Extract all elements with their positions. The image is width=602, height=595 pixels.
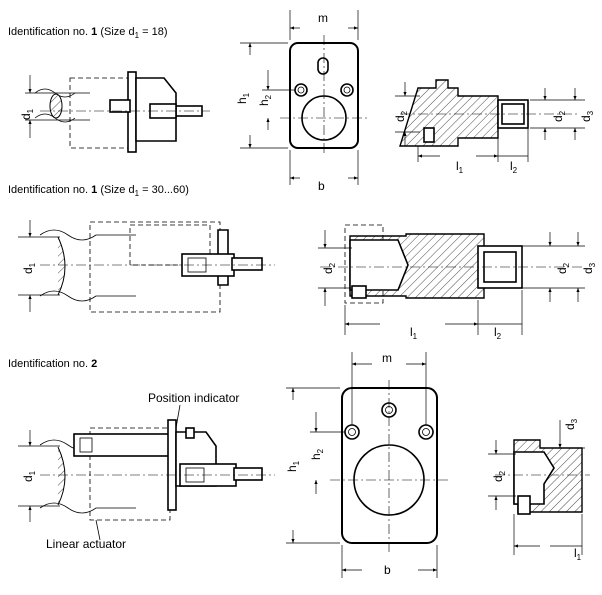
caption-id1-size30-60: Identification no. 1 (Size d1 = 30...60): [8, 184, 189, 199]
label-d2-row3: d2: [491, 470, 507, 482]
label-l2-row1: l2: [510, 159, 518, 175]
label-h2-row3: h2: [309, 448, 325, 460]
section-view-id2: [488, 420, 590, 555]
label-d3-row3: d3: [563, 418, 579, 430]
side-view-id2: [18, 404, 275, 541]
label-position-indicator: Position indicator: [148, 391, 239, 405]
label-l1-row2: l1: [410, 325, 418, 341]
label-m-row1: m: [318, 11, 328, 25]
label-l2-row2: l2: [494, 325, 502, 341]
caption-id2: Identification no. 2: [8, 358, 98, 370]
label-d2-row2-right: d2: [555, 262, 571, 274]
label-h1-row3: h1: [285, 460, 301, 472]
label-d1-row2: d1: [21, 262, 37, 274]
section-view-size18: [395, 79, 585, 162]
section-view-size30-60: [318, 224, 585, 335]
label-l1-row1: l1: [456, 159, 464, 175]
caption-id1-size18: Identification no. 1 (Size d1 = 18): [8, 26, 168, 41]
label-d3-row2: d3: [581, 262, 597, 274]
label-d2-row1-right: d2: [551, 110, 567, 122]
label-linear-actuator: Linear actuator: [46, 537, 126, 551]
label-d3-row1: d3: [579, 110, 595, 122]
label-m-row3: m: [382, 351, 392, 365]
label-h2-row1: h2: [257, 94, 273, 106]
side-view-size30-60: [18, 220, 275, 313]
side-view-size18: [25, 71, 210, 153]
label-d1-row1: d1: [19, 108, 35, 120]
label-b-row3: b: [384, 563, 391, 577]
label-b-row1: b: [318, 179, 325, 193]
front-view-id2: [286, 352, 450, 578]
label-h1-row1: h1: [235, 92, 251, 104]
label-d2-row2-left: d2: [321, 262, 337, 274]
label-d1-row3: d1: [21, 470, 37, 482]
front-view-size18: [240, 10, 370, 185]
label-d2-row1-left: d2: [393, 110, 409, 122]
label-l1-row3: l1: [574, 546, 582, 562]
